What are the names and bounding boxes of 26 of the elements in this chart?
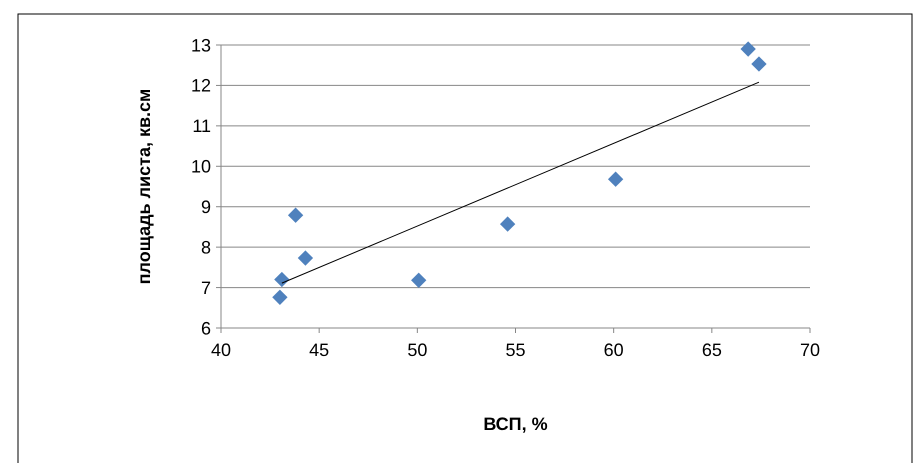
y-tick-label: 9 — [200, 197, 211, 218]
x-tick-label: 50 — [407, 340, 428, 360]
y-tick-label: 7 — [200, 278, 211, 298]
x-tick-label: 45 — [309, 340, 330, 360]
point — [274, 272, 290, 288]
point — [298, 250, 314, 266]
y-tick-label: 10 — [190, 156, 211, 177]
y-tick-label: 8 — [200, 237, 211, 258]
point — [500, 216, 516, 232]
point — [608, 172, 624, 187]
point — [272, 290, 288, 305]
point — [740, 41, 756, 57]
y-tick-label: 11 — [192, 116, 211, 136]
x-tick-label: 60 — [604, 340, 624, 360]
x-tick-label: 55 — [505, 340, 526, 360]
x-tick-label: 70 — [800, 340, 820, 360]
point — [751, 56, 767, 72]
point — [288, 208, 304, 223]
y-tick-label: 13 — [190, 35, 211, 56]
y-tick-label: 12 — [190, 76, 211, 96]
point — [411, 272, 426, 288]
x-tick-label: 65 — [702, 340, 722, 360]
y-axis-title: площадь листа, кв.см — [134, 88, 154, 284]
x-axis-title: ВСП, % — [483, 414, 548, 434]
x-tick-label: 40 — [210, 340, 232, 360]
y-tick-label: 6 — [200, 318, 211, 338]
